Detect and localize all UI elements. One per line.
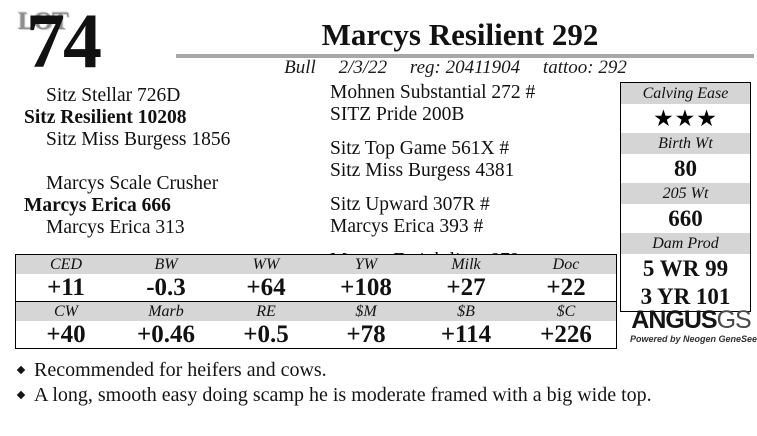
epd-header-dollar-m: $M [316,302,416,321]
epd-value-milk: +27 [416,274,516,302]
pedigree-granddam: Marcys Erica 393 # [330,216,484,237]
epd-value-bw: -0.3 [116,274,216,302]
epd-value-yw: +108 [316,274,416,302]
notes-list: Recommended for heifers and cows. A long… [16,358,741,408]
pedigree-granddam: SITZ Pride 200B [330,104,465,125]
pedigree-granddam: Sitz Miss Burgess 4381 [330,160,515,181]
birth-weight-value: 80 [621,155,750,183]
epd-header-marb: Marb [116,302,216,321]
pedigree-grandparent-pair: Mohnen Substantial 272 # SITZ Pride 200B [326,82,616,126]
epd-value-dollar-b: +114 [416,321,516,348]
angus-logo-wordmark: ANGUSGS [630,308,752,333]
diamond-bullet-icon [16,390,26,400]
lot-watermark-label: LOT [18,8,69,35]
note-item: Recommended for heifers and cows. [16,358,741,383]
epd-header-dollar-b: $B [416,302,516,321]
pedigree-grandsire: Sitz Upward 307R # [330,194,490,215]
dam-production-label: Dam Prod [621,233,750,255]
animal-subheader: Bull 2/3/22 reg: 20411904 tattoo: 292 [170,57,750,79]
pedigree-dam-sire: Marcys Scale Crusher [46,173,219,194]
epd-header-ced: CED [16,255,116,274]
angus-logo-brand: ANGUS [631,306,717,334]
epd-value-cw: +40 [16,321,116,348]
epd-value-marb: +0.46 [116,321,216,348]
angus-logo-suffix: GS [716,306,752,334]
calving-ease-label: Calving Ease [621,83,750,105]
pedigree-grandparent-pair: Sitz Upward 307R # Marcys Erica 393 # [326,194,616,238]
epd-row-separator-cell [16,301,616,302]
dam-production-yearling-ratio: 3 YR 101 [640,284,731,309]
epd-header-cw: CW [16,302,116,321]
note-text: Recommended for heifers and cows. [34,359,327,381]
epd-value-doc: +22 [516,274,616,302]
title-divider-rule [176,54,754,58]
epd-header-ww: WW [216,255,316,274]
epd-header-milk: Milk [416,255,516,274]
pedigree-sire-sire: Sitz Stellar 726D [46,85,181,106]
pedigree-grandsire: Sitz Top Game 561X # [330,138,510,159]
weaning-205-weight-label: 205 Wt [621,183,750,205]
epd-header-re: RE [216,302,316,321]
animal-birth-date: 2/3/22 [338,57,388,78]
animal-tattoo: tattoo: 292 [542,57,627,78]
birth-weight-label: Birth Wt [621,133,750,155]
calving-ease-star-rating: ★★★ [653,106,718,131]
pedigree-grandparent-pair: Sitz Top Game 561X # Sitz Miss Burgess 4… [326,138,616,182]
epd-value-dollar-m: +78 [316,321,416,348]
pedigree-column-left: Sitz Stellar 726D Sitz Resilient 10208 S… [10,85,320,249]
epd-value-row-1: +11 -0.3 +64 +108 +27 +22 [16,274,616,302]
epd-header-yw: YW [316,255,416,274]
pedigree-dam-dam: Marcys Erica 313 [46,217,185,238]
animal-name-title: Marcys Resilient 292 [321,17,599,52]
epd-header-dollar-c: $C [516,302,616,321]
pedigree-dam: Marcys Erica 666 [24,195,171,216]
pedigree-dam-group: Marcys Scale Crusher Marcys Erica 666 Ma… [10,173,320,239]
dam-production-weaning-ratio: 5 WR 99 [642,256,729,281]
epd-value-ww: +64 [216,274,316,302]
performance-panel: Calving Ease ★★★ Birth Wt 80 205 Wt 660 … [620,82,751,312]
epd-header-doc: Doc [516,255,616,274]
epd-row-separator [16,301,616,302]
epd-header-bw: BW [116,255,216,274]
pedigree-sire-group: Sitz Stellar 726D Sitz Resilient 10208 S… [10,85,320,151]
angus-logo-tagline: Powered by Neogen GeneSeek [630,334,757,344]
epd-value-ced: +11 [16,274,116,302]
note-text: A long, smooth easy doing scamp he is mo… [34,384,652,406]
weaning-205-weight-value: 660 [621,205,750,233]
pedigree-sire: Sitz Resilient 10208 [24,107,187,128]
diamond-bullet-icon [16,365,26,375]
epd-table: CED BW WW YW Milk Doc +11 -0.3 +64 +108 … [15,254,617,349]
epd-header-row-1: CED BW WW YW Milk Doc [16,255,616,274]
animal-registration: reg: 20411904 [409,57,521,78]
epd-value-dollar-c: +226 [516,321,616,348]
lot-number: 74 [26,0,102,84]
note-item: A long, smooth easy doing scamp he is mo… [16,383,741,408]
pedigree-grandsire: Mohnen Substantial 272 # [330,82,536,103]
animal-sex: Bull [284,57,316,78]
pedigree-sire-dam: Sitz Miss Burgess 1856 [46,129,231,150]
epd-value-re: +0.5 [216,321,316,348]
epd-value-row-2: +40 +0.46 +0.5 +78 +114 +226 [16,321,616,348]
epd-header-row-2: CW Marb RE $M $B $C [16,302,616,321]
angus-genetics-logo: ANGUSGS Powered by Neogen GeneSeek [630,308,757,345]
lot-header: LOT 74 Marcys Resilient 292 Bull 2/3/22 … [0,0,757,80]
